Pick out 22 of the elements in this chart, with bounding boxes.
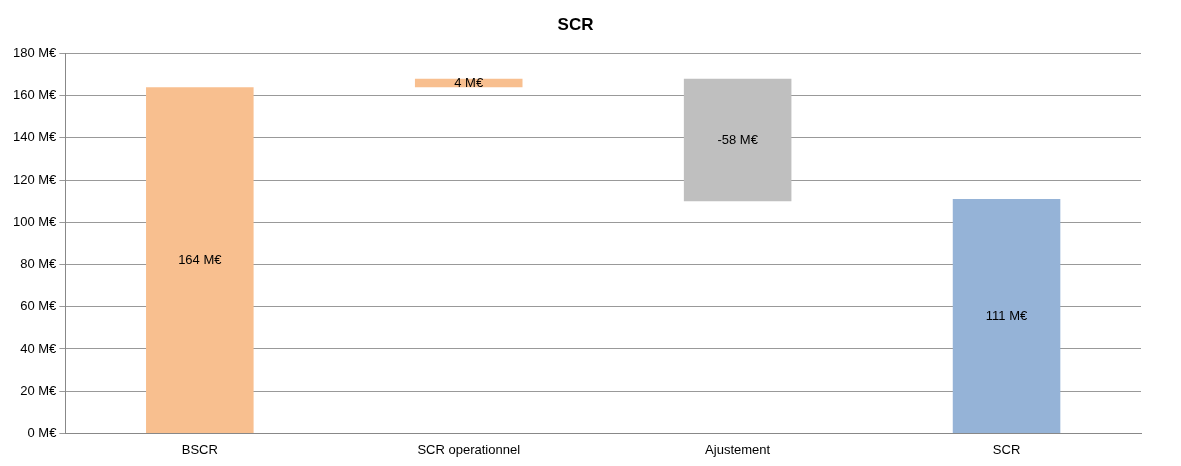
y-tick-label: 80 M€ [20,256,58,272]
y-tick-label: 0 M€ [27,424,58,440]
x-tick-label: BSCR [181,441,218,457]
x-tick-label: Ajustement [705,441,771,457]
y-tick-label: 60 M€ [20,298,58,314]
y-tick-label: 140 M€ [12,129,58,145]
y-tick-label: 160 M€ [12,87,58,103]
data-label: 164 M€ [178,251,223,267]
x-tick-label: SCR operationnel [417,441,521,457]
bar [952,199,1061,433]
bar [146,87,254,433]
data-label: 111 M€ [985,307,1029,323]
bar [683,78,792,202]
data-label: 4 M€ [454,74,484,90]
y-tick-label: 120 M€ [12,171,58,187]
y-tick-label: 20 M€ [20,382,58,398]
y-tick-label: 40 M€ [20,340,58,356]
y-tick-label: 100 M€ [12,213,58,229]
y-tick-label: 180 M€ [12,44,58,60]
x-tick-label: SCR [992,441,1021,457]
chart-title: SCR [557,14,594,34]
data-label: -58 M€ [717,131,759,147]
